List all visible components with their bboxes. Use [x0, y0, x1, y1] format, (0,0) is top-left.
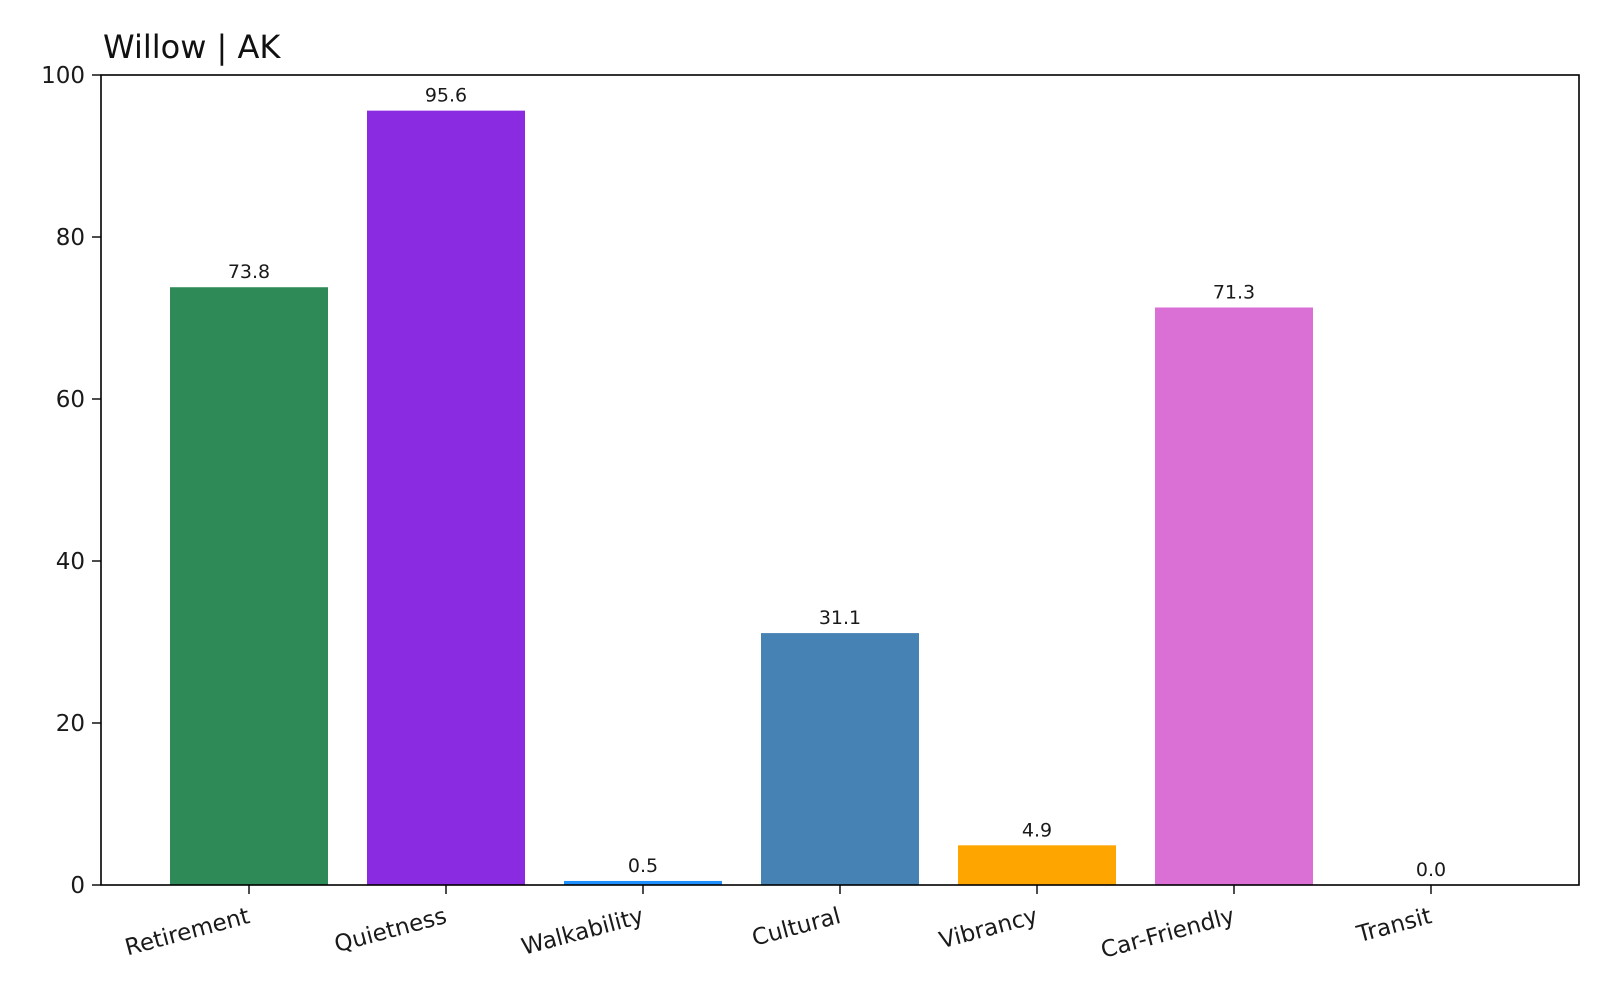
x-tick-label: Car-Friendly — [1098, 903, 1237, 964]
chart-title: Willow | AK — [103, 28, 281, 66]
bar-value-label: 71.3 — [1213, 281, 1255, 303]
value-labels-group: 73.8 95.6 0.5 31.1 4.9 71.3 0.0 — [228, 85, 1446, 881]
y-tick-label: 20 — [56, 711, 85, 737]
x-tick-label: Walkability — [519, 903, 647, 961]
bar-retirement — [170, 287, 328, 886]
y-tick-label: 80 — [56, 225, 85, 251]
bar-value-label: 0.5 — [628, 855, 658, 877]
bar-walkability — [564, 880, 722, 885]
x-tick-label: Retirement — [122, 903, 252, 961]
y-tick-label: 0 — [70, 873, 85, 899]
bar-value-label: 95.6 — [425, 85, 467, 107]
bar-value-label: 31.1 — [819, 607, 861, 629]
bar-value-label: 4.9 — [1022, 819, 1052, 841]
bar-value-label: 73.8 — [228, 261, 270, 283]
bar-quietness — [367, 110, 525, 885]
bars-group — [170, 110, 1313, 886]
y-tick-label: 100 — [41, 63, 85, 89]
bar-car-friendly — [1155, 307, 1313, 886]
x-tick-label: Quietness — [332, 903, 450, 958]
x-tick-label: Cultural — [749, 903, 843, 952]
y-axis: 0 20 40 60 80 100 — [41, 63, 101, 899]
x-tick-label: Vibrancy — [937, 903, 1041, 954]
x-axis: Retirement Quietness Walkability Cultural Vi… — [122, 885, 1434, 964]
x-tick-label: Transit — [1353, 903, 1434, 948]
y-tick-label: 40 — [56, 549, 85, 575]
y-tick-label: 60 — [56, 387, 85, 413]
bar-value-label: 0.0 — [1416, 859, 1446, 881]
bar-cultural — [761, 633, 919, 885]
bar-vibrancy — [958, 845, 1116, 885]
